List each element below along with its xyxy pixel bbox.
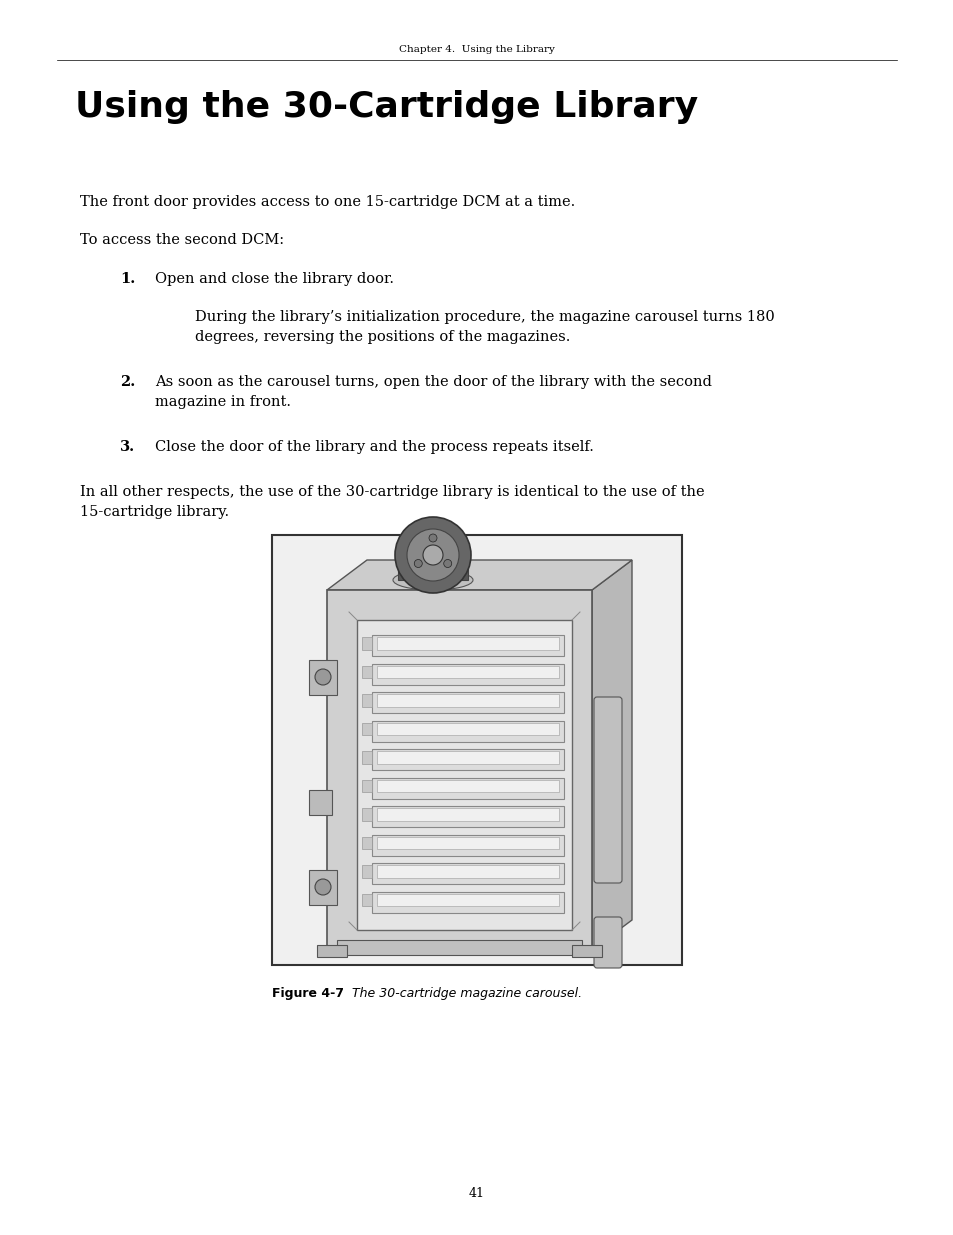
Text: 1.: 1. (120, 272, 135, 287)
Text: The 30-cartridge magazine carousel.: The 30-cartridge magazine carousel. (344, 987, 581, 1000)
Text: 3.: 3. (120, 440, 135, 454)
Text: Chapter 4.  Using the Library: Chapter 4. Using the Library (398, 44, 555, 54)
FancyBboxPatch shape (594, 697, 621, 883)
Circle shape (407, 529, 458, 580)
Text: The front door provides access to one 15-cartridge DCM at a time.: The front door provides access to one 15… (80, 195, 575, 209)
Bar (376, 836, 558, 850)
Bar (376, 866, 558, 878)
Text: In all other respects, the use of the 30-cartridge library is identical to the u: In all other respects, the use of the 30… (80, 485, 704, 499)
Bar (376, 751, 558, 764)
Text: magazine in front.: magazine in front. (154, 395, 291, 409)
Circle shape (443, 559, 452, 568)
Circle shape (429, 534, 436, 542)
Bar (397, 552, 468, 580)
Bar (372, 663, 563, 685)
Polygon shape (327, 559, 631, 590)
Bar (309, 869, 336, 905)
Text: During the library’s initialization procedure, the magazine carousel turns 180: During the library’s initialization proc… (194, 310, 774, 324)
Circle shape (414, 559, 422, 568)
Bar (361, 666, 372, 678)
Text: Using the 30-Cartridge Library: Using the 30-Cartridge Library (75, 90, 698, 124)
Circle shape (314, 879, 331, 895)
Bar (327, 590, 592, 950)
FancyBboxPatch shape (594, 918, 621, 968)
Bar (361, 694, 372, 706)
Bar (376, 808, 558, 821)
Circle shape (422, 545, 442, 564)
Bar (376, 722, 558, 736)
Bar (356, 620, 572, 930)
Bar (376, 894, 558, 906)
Bar (309, 790, 332, 815)
Bar (361, 637, 372, 650)
Polygon shape (592, 559, 631, 950)
Circle shape (395, 517, 471, 593)
Bar (372, 778, 563, 799)
Circle shape (314, 669, 331, 685)
Bar (372, 635, 563, 656)
Bar (376, 779, 558, 793)
Text: As soon as the carousel turns, open the door of the library with the second: As soon as the carousel turns, open the … (154, 375, 711, 389)
Text: Close the door of the library and the process repeats itself.: Close the door of the library and the pr… (154, 440, 594, 454)
Bar (572, 945, 601, 957)
Bar (372, 720, 563, 742)
Bar (372, 692, 563, 714)
Bar (309, 659, 336, 695)
Ellipse shape (393, 571, 473, 590)
Bar (272, 535, 681, 965)
Bar (376, 666, 558, 678)
Text: 41: 41 (469, 1187, 484, 1200)
Bar (372, 835, 563, 856)
Text: Open and close the library door.: Open and close the library door. (154, 272, 394, 287)
Text: Figure 4-7: Figure 4-7 (272, 987, 344, 1000)
Bar (372, 863, 563, 884)
Bar (376, 637, 558, 650)
Bar (361, 808, 372, 821)
Bar (372, 806, 563, 827)
Bar (361, 866, 372, 878)
Bar (372, 892, 563, 913)
Bar (336, 940, 581, 955)
Text: 15-cartridge library.: 15-cartridge library. (80, 505, 229, 519)
Bar (361, 751, 372, 764)
Bar (376, 694, 558, 706)
Bar (361, 779, 372, 793)
Bar (361, 836, 372, 850)
Bar (316, 945, 347, 957)
Bar (372, 748, 563, 771)
Bar (361, 894, 372, 906)
Text: To access the second DCM:: To access the second DCM: (80, 233, 284, 247)
Text: 2.: 2. (120, 375, 135, 389)
Text: degrees, reversing the positions of the magazines.: degrees, reversing the positions of the … (194, 330, 570, 345)
Bar (361, 722, 372, 736)
